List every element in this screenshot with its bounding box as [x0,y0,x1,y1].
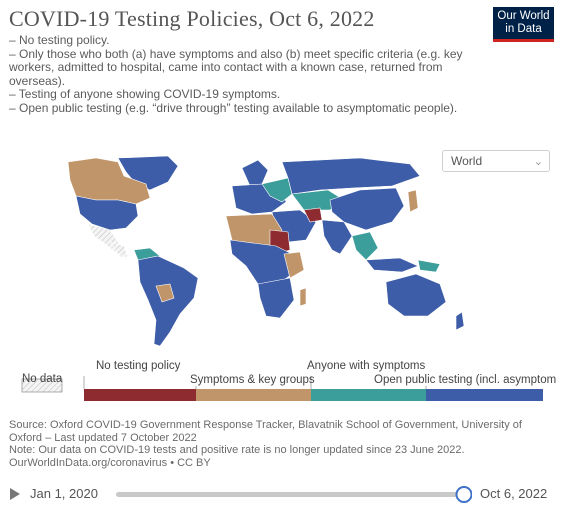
timeline-slider[interactable] [112,482,472,506]
map-legend [21,376,543,401]
legend-label-open-public-testing: Open public testing (incl. asymptom [374,374,557,386]
source-note: Note: Our data on COVID-19 tests and pos… [9,444,465,456]
legend-label-no-data: No data [22,373,63,385]
map-region-russia[interactable] [281,157,421,195]
map-region-new-zealand[interactable] [455,311,465,331]
map-region-australia[interactable] [385,273,447,317]
legend-swatch-no-testing-policy [84,389,196,401]
map-region-southern-africa[interactable] [257,277,295,319]
legend-swatch-symptoms-key-groups [196,389,311,401]
region-selector[interactable]: World ⌄ [442,150,550,172]
map-region-china[interactable] [329,187,405,231]
map-region-greenland[interactable] [117,155,179,191]
map-region-papua[interactable] [417,259,441,273]
chevron-down-icon: ⌄ [533,156,543,168]
play-icon[interactable] [8,487,28,507]
timeline-progress [116,492,464,497]
subtitle-line: – Open public testing (e.g. “drive throu… [9,100,458,115]
subtitle-line: – Only those who both (a) have symptoms … [9,46,463,88]
chart-source: Source: Oxford COVID-19 Government Respo… [9,419,554,469]
timeline-handle[interactable] [455,486,472,503]
legend-label-anyone-with-symptoms: Anyone with symptoms [307,360,426,372]
subtitle-line: – No testing policy. [9,33,110,47]
map-region-southeast-asia[interactable] [351,231,379,261]
source-line: Source: Oxford COVID-19 Government Respo… [9,419,522,444]
chart-title: COVID-19 Testing Policies, Oct 6, 2022 [9,6,375,31]
timeline: Jan 1, 2020 Oct 6, 2022 [0,478,561,508]
legend-label-no-testing-policy: No testing policy [96,360,181,372]
legend-swatch-no-data [21,378,63,393]
source-link[interactable]: OurWorldInData.org/coronavirus • CC BY [9,456,211,469]
map-region-indonesia[interactable] [365,257,419,273]
owid-logo[interactable]: Our World in Data [493,7,554,42]
legend-swatch-open-public-testing [426,389,543,401]
world-map[interactable] [0,150,561,350]
legend-label-symptoms-key-groups: Symptoms & key groups [190,374,315,386]
map-region-bolivia[interactable] [155,283,175,303]
map-region-east-africa[interactable] [283,251,305,279]
map-region-eastern-europe[interactable] [261,177,293,203]
map-region-south-america[interactable] [137,255,199,347]
subtitle-line: – Testing of anyone showing COVID-19 sym… [9,87,281,102]
map-region-japan[interactable] [407,189,419,213]
timeline-start-date: Jan 1, 2020 [30,486,98,501]
chart-subtitle: – No testing policy. – Only those who bo… [9,33,479,116]
region-selector-value: World [451,154,483,168]
map-region-madagascar[interactable] [299,287,307,307]
map-region-india[interactable] [321,219,353,255]
map-region-usa[interactable] [75,195,139,231]
legend-swatch-anyone-with-symptoms [311,389,426,401]
map-region-scandinavia[interactable] [241,159,269,187]
map-region-canada[interactable] [67,157,151,205]
map-region-no-data[interactable] [109,241,129,259]
timeline-end-date: Oct 6, 2022 [480,486,548,501]
